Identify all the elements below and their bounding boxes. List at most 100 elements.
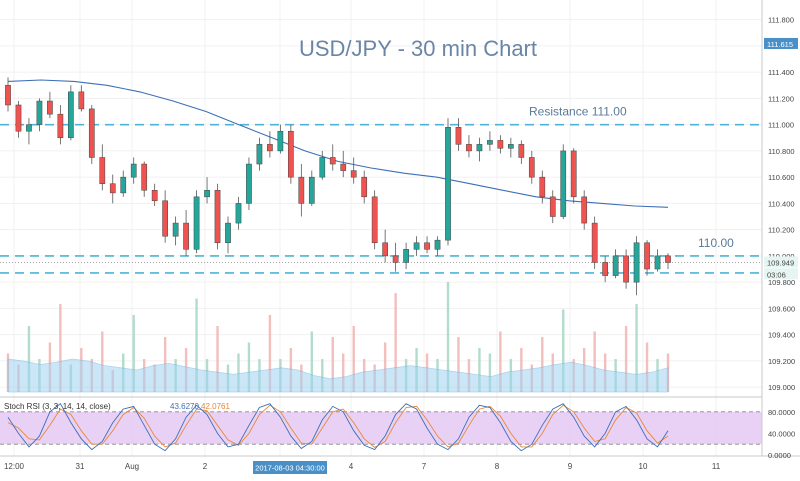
volume-bar — [645, 342, 649, 392]
volume-bar — [216, 326, 219, 392]
candle-body — [288, 130, 294, 178]
candle-body — [172, 222, 179, 237]
candle-body — [120, 176, 127, 194]
candle-body — [109, 183, 116, 194]
candle-body — [424, 242, 430, 250]
candle-body — [570, 150, 577, 198]
last-price-tag: 109.949 — [767, 258, 794, 267]
volume-bar — [499, 331, 502, 392]
candle-body — [78, 91, 85, 110]
price-tick-label: 109.400 — [768, 331, 795, 340]
level-label: 110.00 — [698, 236, 734, 250]
candle-body — [623, 255, 629, 283]
candle-body — [36, 100, 43, 125]
candle-body — [5, 85, 11, 106]
volume-bar — [195, 298, 198, 392]
candle-body — [382, 242, 388, 257]
volume-bar — [342, 353, 345, 392]
volume-bar — [394, 293, 397, 392]
volume-bar — [27, 326, 31, 392]
candle-body — [319, 157, 326, 178]
candle-body — [392, 255, 399, 263]
cursor-date-label: 2017-08-03 04:30:00 — [255, 464, 325, 473]
candle-body — [476, 144, 483, 152]
time-tick-label: 4 — [349, 462, 354, 471]
candle-body — [193, 196, 200, 250]
candle-body — [403, 249, 409, 263]
volume-average-area — [7, 358, 669, 393]
last-price-tag-box — [764, 256, 798, 268]
volume-bar — [593, 331, 596, 392]
countdown-tag-box — [764, 268, 798, 280]
stoch-rsi-tick-label: 80.0000 — [768, 408, 795, 417]
candle-body — [528, 157, 535, 178]
candle-body — [591, 222, 598, 263]
time-tick-label: Aug — [125, 462, 139, 471]
candle-body — [162, 200, 168, 237]
volume-bar — [562, 309, 565, 392]
price-tick-label: 111.800 — [768, 16, 794, 25]
candle-body — [99, 157, 106, 184]
candle-body — [497, 140, 504, 149]
candle-body — [267, 144, 273, 152]
candle-body — [256, 144, 263, 165]
volume-bar — [541, 337, 544, 392]
candle-body — [57, 113, 64, 139]
candle-body — [15, 104, 22, 132]
time-tick-label: 8 — [495, 462, 500, 471]
candle-body — [246, 163, 252, 204]
stoch-rsi-d-value: 42.0761 — [201, 402, 230, 411]
volume-bar — [59, 304, 62, 392]
cursor-date-box — [253, 461, 327, 474]
candle-body — [560, 150, 567, 217]
price-tick-label: 111.200 — [768, 94, 794, 103]
candle-body — [371, 196, 378, 244]
stoch-rsi-title: Stoch RSI (3, 3, 14, 14, close) — [4, 402, 111, 411]
countdown-tag: 03:06 — [767, 270, 786, 279]
volume-bar — [457, 337, 460, 392]
candle-body — [665, 255, 671, 263]
candle-body — [183, 222, 189, 250]
volume-bar — [624, 326, 628, 392]
stoch-rsi-k-line — [7, 403, 669, 452]
time-tick-label: 31 — [76, 462, 85, 471]
time-tick-label: 7 — [422, 462, 427, 471]
stoch-rsi-d-line — [7, 404, 669, 448]
volume-bar — [268, 315, 272, 392]
time-tick-label: 2 — [203, 462, 208, 471]
candle-body — [329, 157, 336, 165]
candle-body — [68, 91, 74, 139]
price-tick-label: 109.800 — [768, 278, 795, 287]
time-tick-label: 10 — [639, 462, 648, 471]
candle-body — [581, 196, 588, 224]
candle-body — [434, 239, 441, 250]
price-tick-label: 110.600 — [768, 173, 795, 182]
volume-bar — [488, 353, 492, 392]
price-tick-label: 111.000 — [768, 121, 794, 130]
time-tick-label: 11 — [712, 462, 721, 471]
volume-bar — [478, 348, 481, 392]
price-tick-label: 110.200 — [768, 226, 795, 235]
volume-bar — [310, 331, 314, 392]
stoch-rsi-layer — [0, 403, 762, 452]
candle-body — [214, 190, 221, 244]
level-label: Resistance 111.00 — [529, 105, 627, 119]
volume-bar — [247, 342, 251, 392]
chart-title: USD/JPY - 30 min Chart — [299, 36, 537, 61]
price-tag-box — [764, 37, 798, 49]
ma-layer — [7, 79, 669, 208]
candle-body — [235, 203, 242, 224]
price-tick-label: 110.400 — [768, 199, 795, 208]
price-tick-label: 109.600 — [768, 304, 795, 313]
volume-bar — [446, 282, 450, 392]
stoch-rsi-k-value: 43.6270 — [170, 402, 199, 411]
candle-body — [455, 127, 462, 145]
volume-layer — [6, 282, 670, 393]
candle-body — [612, 255, 619, 276]
candle-body — [539, 176, 546, 198]
candle-body — [487, 140, 493, 145]
candle-body — [633, 242, 640, 283]
